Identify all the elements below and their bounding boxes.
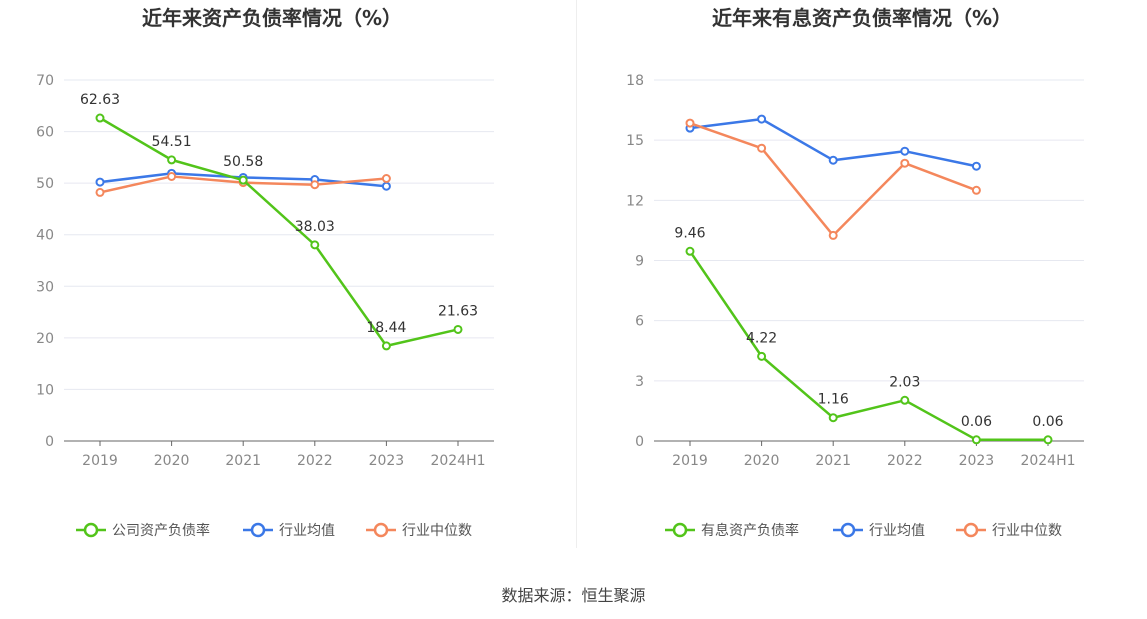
legend-label: 公司资产负债率 [112,522,210,539]
data-point-series-2 [757,143,767,153]
data-label: 62.63 [80,92,120,108]
data-point-series-0 [310,240,320,250]
data-label: 2.03 [889,374,920,390]
x-tick-label: 2024H1 [430,453,485,469]
legend-item-1: 行业均值 [833,522,925,539]
legend-label: 行业均值 [869,523,925,539]
legend-item-0: 公司资产负债率 [76,522,210,539]
legend-label: 行业均值 [279,523,335,539]
legend-marker [373,522,389,538]
data-point-series-0 [971,435,981,445]
legend-label: 有息资产负债率 [701,522,799,539]
data-source-label: 数据来源：恒生聚源 [501,586,646,605]
y-tick-label: 0 [635,434,644,450]
legend-label: 行业中位数 [402,523,472,539]
x-tick-label: 2020 [154,453,190,469]
data-point-series-0 [381,341,391,351]
data-point-series-1 [971,161,981,171]
legend-item-2: 行业中位数 [366,522,472,539]
y-tick-label: 70 [36,73,54,89]
series-line-0 [99,116,459,348]
y-tick-label: 18 [626,73,644,89]
x-tick-label: 2019 [672,453,708,469]
x-tick-label: 2023 [959,453,995,469]
y-tick-label: 12 [626,193,644,209]
data-label: 38.03 [295,219,335,235]
data-point-series-2 [381,174,391,184]
chart-debt-ratio: 近年来资产负债率情况（%） 0 10 20 30 40 50 60 70 2019 2020 2021… [36,6,494,539]
legend-marker [672,522,688,538]
y-tick-label: 3 [635,374,644,390]
legend-item-1: 行业均值 [243,522,335,539]
data-point-series-1 [757,114,767,124]
data-point-series-1 [828,155,838,165]
data-label: 18.44 [366,320,406,336]
data-point-series-0 [1043,435,1053,445]
data-point-series-2 [971,185,981,195]
x-tick-label: 2020 [744,453,780,469]
chart-title: 近年来有息资产负债率情况（%） [712,6,1012,30]
legend-marker [83,522,99,538]
data-point-series-0 [453,324,463,334]
x-tick-label: 2022 [297,453,333,469]
data-point-series-1 [381,181,391,191]
data-point-series-0 [167,155,177,165]
chart-interest-bearing-debt-ratio: 近年来有息资产负债率情况（%） 0 3 6 9 12 15 18 2019 2020 2021 202… [626,6,1084,539]
x-tick-label: 2019 [82,453,118,469]
x-tick-label: 2023 [369,453,405,469]
data-label: 0.06 [1032,414,1063,430]
legend-marker [840,522,856,538]
data-label: 54.51 [152,134,192,150]
data-point-series-2 [167,171,177,181]
chart-panel-debt-ratio: 近年来资产负债率情况（%） 0 10 20 30 40 50 60 70 2019 2020 2021… [0,0,575,560]
data-label: 4.22 [746,330,777,346]
y-tick-label: 40 [36,228,54,244]
data-point-series-1 [900,146,910,156]
data-point-series-0 [900,395,910,405]
data-point-series-1 [95,177,105,187]
x-tick-label: 2021 [225,453,261,469]
y-tick-label: 30 [36,279,54,295]
y-tick-label: 60 [36,125,54,141]
data-point-series-2 [310,180,320,190]
chart-panel-interest-bearing-debt-ratio: 近年来有息资产负债率情况（%） 0 3 6 9 12 15 18 2019 2020 2021 202… [577,0,1147,560]
y-tick-label: 9 [635,254,644,270]
legend-label: 行业中位数 [992,523,1062,539]
data-point-series-2 [828,230,838,240]
legend-marker [250,522,266,538]
data-point-series-2 [900,158,910,168]
y-tick-label: 6 [635,314,644,330]
series-line-0 [688,250,1048,442]
data-point-series-0 [95,113,105,123]
legend-item-0: 有息资产负债率 [665,522,799,539]
x-tick-label: 2024H1 [1020,453,1075,469]
data-point-series-2 [95,187,105,197]
x-tick-label: 2021 [815,453,851,469]
data-point-series-0 [757,351,767,361]
data-point-series-0 [238,175,248,185]
data-label: 0.06 [961,414,992,430]
chart-title: 近年来资产负债率情况（%） [142,6,402,30]
y-tick-label: 0 [45,434,54,450]
y-tick-label: 10 [36,382,54,398]
x-tick-label: 2022 [887,453,923,469]
y-tick-label: 20 [36,331,54,347]
data-point-series-2 [685,118,695,128]
data-point-series-0 [828,413,838,423]
data-label: 50.58 [223,154,263,170]
y-tick-label: 50 [36,176,54,192]
data-label: 9.46 [674,225,705,241]
y-tick-label: 15 [626,133,644,149]
panel-divider [576,0,577,548]
data-point-series-0 [685,246,695,256]
legend-marker [963,522,979,538]
data-label: 21.63 [438,303,478,319]
legend-item-2: 行业中位数 [956,522,1062,539]
data-label: 1.16 [818,392,849,408]
